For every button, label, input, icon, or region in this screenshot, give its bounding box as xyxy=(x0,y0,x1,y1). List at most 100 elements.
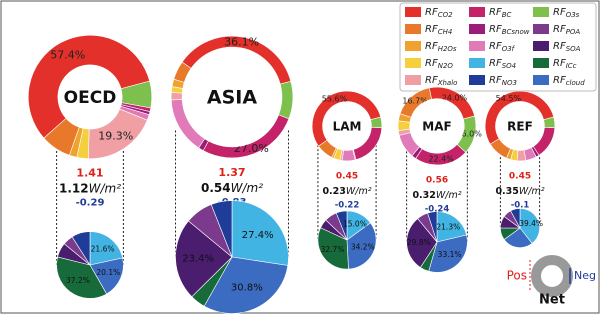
pie-slice xyxy=(210,200,233,258)
pie-label: 34.2% xyxy=(351,243,375,252)
pie-slice xyxy=(317,227,349,270)
key-net: Net xyxy=(539,293,565,308)
legend-swatch xyxy=(533,75,549,85)
legend-swatch xyxy=(469,24,485,34)
legend-label: RFNO3 xyxy=(489,75,517,87)
donut-hole xyxy=(409,98,465,154)
donut-segment xyxy=(341,149,356,162)
donut-segment xyxy=(516,149,527,162)
pie-label: 30.8% xyxy=(231,282,263,293)
key-pos: Pos xyxy=(507,269,527,283)
pie-slice xyxy=(510,208,521,229)
pie-slice xyxy=(503,227,533,248)
legend-rf: RF xyxy=(489,41,502,52)
legend-swatch xyxy=(405,58,421,68)
donut-label: 19.3% xyxy=(98,129,133,142)
legend-sub: ICc xyxy=(566,62,577,70)
legend-label: RFPOA xyxy=(553,24,580,36)
legend-sub: POA xyxy=(566,28,581,36)
key-ring xyxy=(531,255,573,297)
net-value: 0.23 xyxy=(322,185,345,196)
legend-sub: SOA xyxy=(566,45,581,53)
pie-slice xyxy=(203,256,289,314)
net-total: 0.35W/m² xyxy=(495,185,544,196)
net-unit: W/m² xyxy=(89,181,122,195)
donut-label: 24.0% xyxy=(442,93,468,102)
pie-slice xyxy=(175,220,233,298)
donut-label: 36.1% xyxy=(224,35,259,48)
net-unit: W/m² xyxy=(346,185,372,196)
legend-swatch xyxy=(469,58,485,68)
net-total: 0.54W/m² xyxy=(201,180,263,194)
legend-label: RFH2Os xyxy=(425,41,457,53)
legend-swatch xyxy=(533,7,549,17)
donut-label: 22.4% xyxy=(428,154,454,163)
pie-slice xyxy=(428,234,468,273)
legend-label: RFN2O xyxy=(425,58,453,70)
net-value: 0.32 xyxy=(412,189,435,200)
legend-label: RFICc xyxy=(553,58,577,70)
pie-slice xyxy=(89,231,123,266)
legend-sub: SO4 xyxy=(502,62,516,70)
legend-sub: Xhalo xyxy=(437,79,458,87)
legend-swatch xyxy=(469,75,485,85)
donut-label: 55.6% xyxy=(322,95,348,104)
legend-rf: RF xyxy=(553,41,566,52)
legend-swatch xyxy=(405,24,421,34)
positive-total: 0.56 xyxy=(426,175,448,185)
legend-swatch xyxy=(405,75,421,85)
pie-label: 21.6% xyxy=(91,244,115,253)
legend-sub: O3s xyxy=(566,11,580,19)
net-unit: W/m² xyxy=(519,185,545,196)
pie-label: 29.8% xyxy=(407,238,431,247)
legend-label: RFBCsnow xyxy=(489,24,530,36)
pie-slice xyxy=(71,231,91,267)
legend-rf: RF xyxy=(553,24,566,35)
key-center xyxy=(552,269,560,277)
legend-swatch xyxy=(533,41,549,51)
donut-label: 57.4% xyxy=(50,49,85,62)
legend-sub: CO2 xyxy=(438,11,453,19)
donut-segment xyxy=(170,91,183,101)
legend-rf: RF xyxy=(553,7,566,18)
pie-slice xyxy=(427,211,438,243)
legend-sub: BCsnow xyxy=(502,28,530,36)
legend-label: RFSO4 xyxy=(489,58,516,70)
positive-total: 0.45 xyxy=(509,171,531,181)
negative-total: -0.24 xyxy=(425,204,450,214)
region-name: ASIA xyxy=(207,87,257,109)
legend-label: RFSOA xyxy=(553,41,581,53)
legend-rf: RF xyxy=(425,58,438,69)
donut-label: 16.0% xyxy=(456,129,482,138)
pie-slice xyxy=(335,210,348,241)
legend-rf: RF xyxy=(553,75,566,86)
net-value: 0.35 xyxy=(495,185,518,196)
donut-label: 54.5% xyxy=(496,94,522,103)
pie-slice xyxy=(436,211,467,243)
legend-swatch xyxy=(533,58,549,68)
pie-label: 27.4% xyxy=(242,230,274,241)
legend-label: RFBC xyxy=(489,7,512,19)
net-unit: W/m² xyxy=(436,189,462,200)
legend-rf: RF xyxy=(425,24,438,35)
negative-total: -0.1 xyxy=(511,200,530,210)
region-name: REF xyxy=(507,120,533,134)
legend-label: RFCH4 xyxy=(425,24,452,36)
donut-segment xyxy=(27,34,151,139)
net-total: 0.32W/m² xyxy=(412,189,461,200)
legend-rf: RF xyxy=(425,41,438,52)
pie-slice xyxy=(346,222,377,270)
legend-swatch xyxy=(469,7,485,17)
legend-rf: RF xyxy=(489,58,502,69)
donut-label: 16.7% xyxy=(402,97,428,106)
pie-slice xyxy=(231,200,289,266)
legend-label: RFCO2 xyxy=(425,7,453,19)
legend-sub: H2Os xyxy=(438,45,457,53)
positive-total: 1.37 xyxy=(218,166,245,179)
pie-label: 39.4% xyxy=(519,219,543,228)
net-total: 0.23W/m² xyxy=(322,185,371,196)
positive-total: 0.45 xyxy=(336,171,358,181)
net-value: 1.12 xyxy=(59,181,89,195)
positive-total: 1.41 xyxy=(76,167,103,180)
